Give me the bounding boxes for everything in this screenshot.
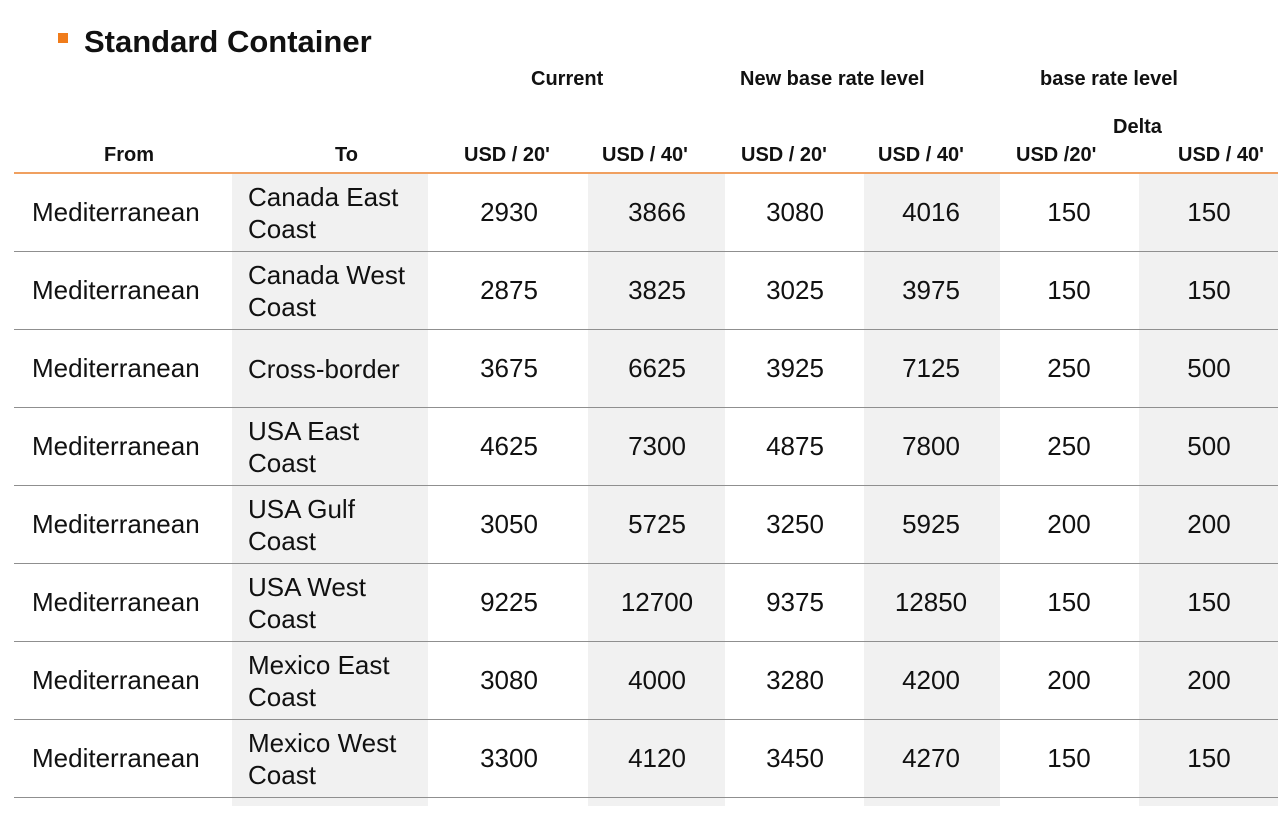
cell-new-40: 7800: [902, 431, 960, 461]
cell-delta-20: 200: [1047, 509, 1091, 539]
shaded-column-new-40: [864, 174, 1000, 806]
group-header-current: Current: [531, 68, 604, 90]
cell-current-20: 3080: [480, 665, 538, 695]
cell-delta-20: 250: [1047, 353, 1091, 383]
cell-new-40: 4016: [902, 197, 960, 227]
cell-current-40: 4120: [628, 743, 686, 773]
header-divider: [14, 172, 1278, 174]
rate-table-body: Mediterranean Canada East Coast 2930 386…: [14, 174, 1278, 798]
cell-new-40: 3975: [902, 275, 960, 305]
cell-current-20: 3300: [480, 743, 538, 773]
cell-current-40: 5725: [628, 509, 686, 539]
cell-new-20: 4875: [766, 431, 824, 461]
page-title: Standard Container: [84, 24, 372, 59]
column-header-to: To: [335, 144, 358, 166]
cell-delta-40: 150: [1187, 197, 1231, 227]
cell-delta-40: 150: [1187, 587, 1231, 617]
cell-from: Mediterranean: [32, 431, 200, 461]
cell-delta-40: 200: [1187, 509, 1231, 539]
shaded-column-to: [232, 174, 428, 806]
cell-current-20: 2930: [480, 197, 538, 227]
cell-delta-20: 200: [1047, 665, 1091, 695]
table-row: Mediterranean Mexico West Coast 3300 412…: [14, 720, 1278, 798]
cell-current-20: 3675: [480, 353, 538, 383]
shaded-column-current-40: [588, 174, 725, 806]
cell-new-20: 3250: [766, 509, 824, 539]
cell-current-40: 7300: [628, 431, 686, 461]
cell-new-40: 12850: [894, 587, 968, 617]
table-row: Mediterranean USA East Coast 4625 7300 4…: [14, 408, 1278, 486]
title-block: Standard Container: [58, 24, 372, 60]
column-header-new-20: USD / 20': [741, 144, 827, 166]
cell-new-20: 3025: [766, 275, 824, 305]
cell-delta-20: 150: [1047, 587, 1091, 617]
cell-delta-40: 200: [1187, 665, 1231, 695]
table-row: Mediterranean USA Gulf Coast 3050 5725 3…: [14, 486, 1278, 564]
cell-new-20: 3280: [766, 665, 824, 695]
cell-from: Mediterranean: [32, 665, 200, 695]
table-row: Mediterranean Canada West Coast 2875 382…: [14, 252, 1278, 330]
cell-new-20: 3080: [766, 197, 824, 227]
cell-from: Mediterranean: [32, 509, 200, 539]
cell-delta-20: 150: [1047, 743, 1091, 773]
cell-new-40: 4270: [902, 743, 960, 773]
table-row: Mediterranean Mexico East Coast 3080 400…: [14, 642, 1278, 720]
cell-delta-20: 150: [1047, 275, 1091, 305]
cell-from: Mediterranean: [32, 587, 200, 617]
cell-from: Mediterranean: [32, 353, 200, 383]
cell-current-40: 4000: [628, 665, 686, 695]
group-header-new-base-rate: New base rate level: [740, 68, 925, 90]
column-header-from: From: [104, 144, 154, 166]
cell-to: Cross-border: [248, 353, 400, 384]
cell-to: Canada West Coast: [248, 259, 406, 322]
cell-current-20: 9225: [480, 587, 538, 617]
cell-to: USA West Coast: [248, 571, 367, 634]
cell-from: Mediterranean: [32, 197, 200, 227]
table-row: Mediterranean Canada East Coast 2930 386…: [14, 174, 1278, 252]
cell-to: USA East Coast: [248, 415, 360, 478]
cell-current-40: 6625: [628, 353, 686, 383]
cell-to: Mexico East Coast: [248, 649, 390, 712]
cell-new-40: 7125: [902, 353, 960, 383]
cell-new-40: 5925: [902, 509, 960, 539]
cell-current-40: 3825: [628, 275, 686, 305]
cell-new-20: 9375: [766, 587, 824, 617]
cell-from: Mediterranean: [32, 743, 200, 773]
cell-delta-40: 150: [1187, 743, 1231, 773]
cell-delta-40: 150: [1187, 275, 1231, 305]
cell-delta-40: 500: [1187, 353, 1231, 383]
column-header-current-20: USD / 20': [464, 144, 550, 166]
column-header-current-40: USD / 40': [602, 144, 688, 166]
cell-current-40: 3866: [628, 197, 686, 227]
cell-delta-20: 150: [1047, 197, 1091, 227]
cell-to: USA Gulf Coast: [248, 493, 355, 556]
square-bullet-icon: [58, 33, 68, 43]
cell-delta-40: 500: [1187, 431, 1231, 461]
shaded-column-delta-40: [1139, 174, 1278, 806]
column-header-delta-40: USD / 40': [1178, 144, 1264, 166]
cell-delta-20: 250: [1047, 431, 1091, 461]
cell-new-20: 3450: [766, 743, 824, 773]
cell-new-40: 4200: [902, 665, 960, 695]
cell-current-40: 12700: [620, 587, 694, 617]
cell-to: Mexico West Coast: [248, 727, 397, 790]
column-header-new-40: USD / 40': [878, 144, 964, 166]
cell-new-20: 3925: [766, 353, 824, 383]
group-header-delta: Delta: [1113, 116, 1162, 138]
cell-current-20: 2875: [480, 275, 538, 305]
table-row: Mediterranean Cross-border 3675 6625 392…: [14, 330, 1278, 408]
cell-from: Mediterranean: [32, 275, 200, 305]
group-header-base-rate: base rate level: [1040, 68, 1178, 90]
cell-current-20: 3050: [480, 509, 538, 539]
column-header-delta-20: USD /20': [1016, 144, 1097, 166]
cell-current-20: 4625: [480, 431, 538, 461]
cell-to: Canada East Coast: [248, 181, 399, 244]
table-row: Mediterranean USA West Coast 9225 12700 …: [14, 564, 1278, 642]
